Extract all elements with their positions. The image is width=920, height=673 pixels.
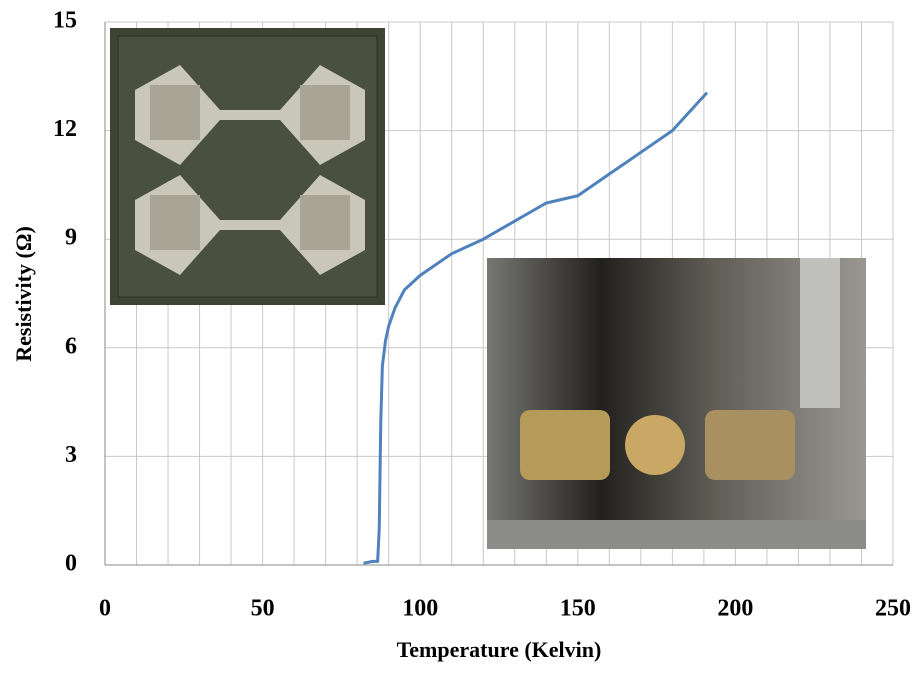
x-tick-label: 150	[560, 596, 596, 622]
y-tick-label: 12	[53, 116, 77, 142]
y-tick-label: 6	[65, 333, 77, 359]
y-tick-label: 0	[65, 551, 77, 577]
y-tick-label: 3	[65, 442, 77, 468]
x-tick-label: 250	[875, 596, 911, 622]
x-tick-label: 200	[717, 596, 753, 622]
chart: Temperature (Kelvin) Resistivity (Ω) 0 3 6…	[0, 0, 920, 668]
x-tick-label: 50	[251, 596, 275, 622]
y-tick-label: 15	[53, 8, 77, 34]
x-tick-label: 100	[402, 596, 438, 622]
y-axis-label: Resistivity (Ω)	[11, 226, 36, 362]
apparatus-photo	[487, 258, 866, 549]
x-axis-label: Temperature (Kelvin)	[397, 637, 602, 662]
sample-photo	[110, 28, 385, 305]
x-tick-label: 0	[99, 596, 111, 622]
y-tick-label: 9	[65, 225, 77, 251]
